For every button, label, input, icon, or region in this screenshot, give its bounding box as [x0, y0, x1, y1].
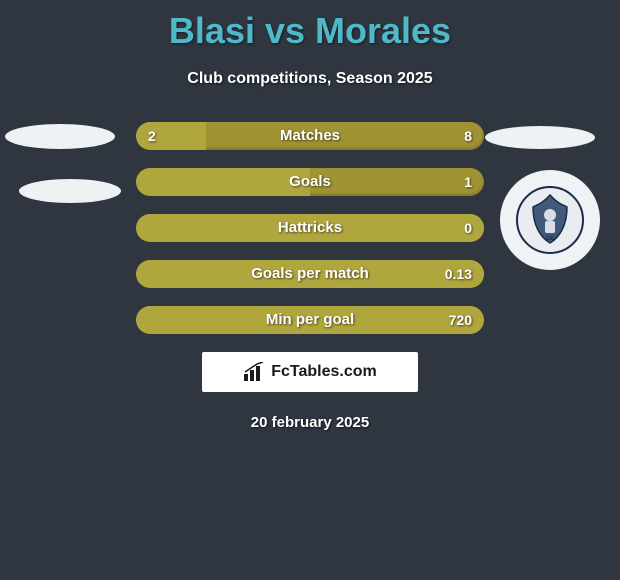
logo-text: FcTables.com: [271, 363, 377, 381]
svg-text:GE: GE: [546, 236, 555, 242]
bar-label: Hattricks: [136, 214, 484, 242]
fctables-logo[interactable]: FcTables.com: [202, 352, 418, 392]
bar-label: Goals per match: [136, 260, 484, 288]
bar-label: Matches: [136, 122, 484, 150]
page-title: Blasi vs Morales: [0, 0, 620, 52]
left-team-placeholder-2: [19, 179, 121, 203]
bar-right-value: 8: [464, 122, 472, 150]
right-team-placeholder-1: [485, 126, 595, 149]
bar-label: Min per goal: [136, 306, 484, 334]
stat-bars: 2 Matches 8 Goals 1 Hattricks 0 Goals pe…: [136, 122, 484, 334]
bar-goals-per-match: Goals per match 0.13: [136, 260, 484, 288]
right-team-badge: GE: [500, 170, 600, 270]
bar-hattricks: Hattricks 0: [136, 214, 484, 242]
bar-label: Goals: [136, 168, 484, 196]
bar-min-per-goal: Min per goal 720: [136, 306, 484, 334]
crest-icon: GE: [515, 185, 585, 255]
left-team-placeholder-1: [5, 124, 115, 149]
bar-right-value: 720: [449, 306, 472, 334]
snapshot-date: 20 february 2025: [0, 414, 620, 431]
bar-matches: 2 Matches 8: [136, 122, 484, 150]
page-subtitle: Club competitions, Season 2025: [0, 70, 620, 88]
bar-right-value: 0.13: [445, 260, 472, 288]
chart-icon: [243, 362, 265, 382]
bar-right-value: 1: [464, 168, 472, 196]
bar-right-value: 0: [464, 214, 472, 242]
bar-goals: Goals 1: [136, 168, 484, 196]
